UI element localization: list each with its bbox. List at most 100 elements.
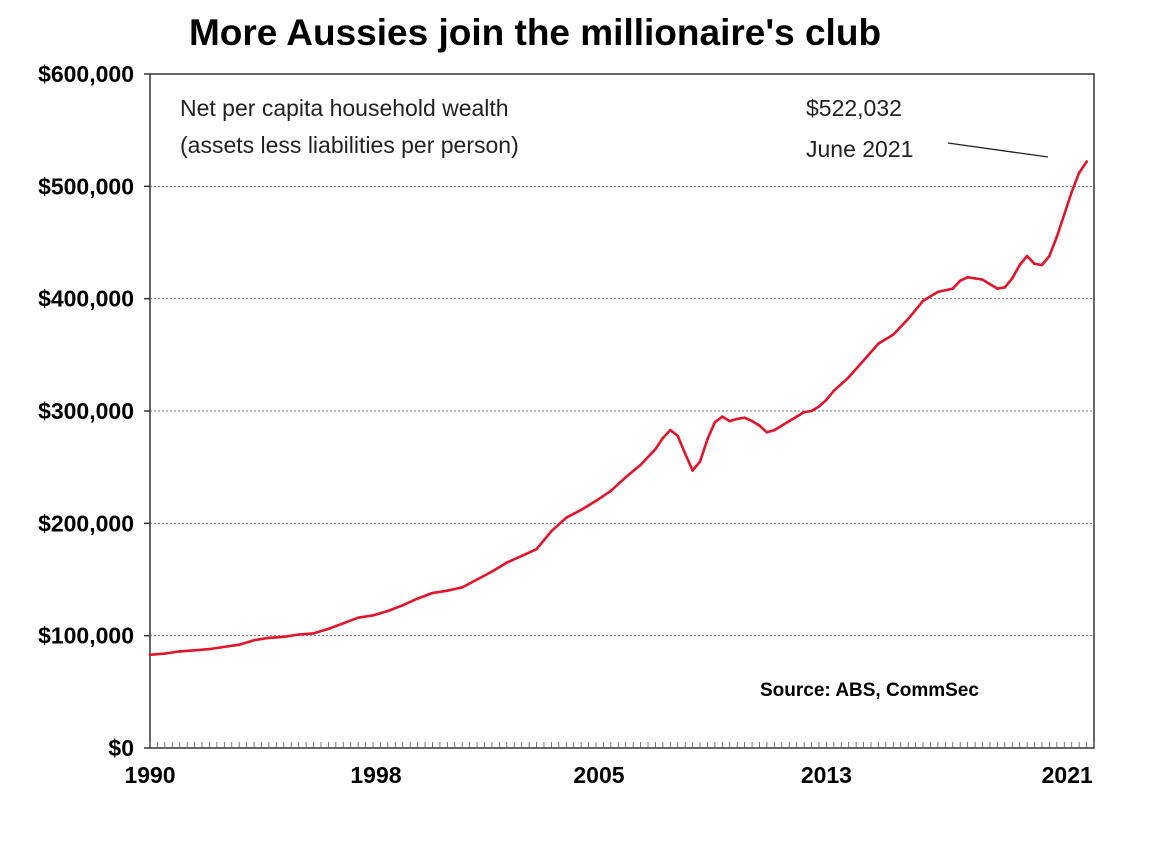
data-point <box>490 570 494 573</box>
data-point <box>208 647 211 651</box>
data-point <box>535 547 538 551</box>
data-point <box>706 437 709 441</box>
annotation-value: $522,032 <box>806 95 902 121</box>
data-point <box>825 398 828 402</box>
data-point <box>1055 235 1059 239</box>
data-point <box>877 342 880 345</box>
data-point <box>661 436 665 440</box>
data-point <box>698 460 702 463</box>
x-minor-ticks <box>149 742 1095 748</box>
y-tick-label-5: $500,000 <box>38 173 134 199</box>
y-axis: $0 $100,000 $200,000 $300,000 $400,000 $500,0… <box>38 61 150 761</box>
y-tick-label-2: $200,000 <box>38 510 134 536</box>
data-point <box>802 410 806 414</box>
data-point <box>267 636 271 640</box>
y-tick-label-6: $600,000 <box>38 61 134 87</box>
data-point <box>1025 254 1029 258</box>
data-point <box>1010 277 1014 280</box>
subtitle-line-2: (assets less liabilities per person) <box>180 132 519 158</box>
data-point <box>654 447 657 451</box>
data-point <box>237 643 241 646</box>
data-point <box>1063 213 1066 216</box>
data-point <box>579 508 583 512</box>
data-point <box>996 287 999 290</box>
data-point <box>446 589 449 592</box>
data-point <box>743 416 746 420</box>
data-point <box>832 389 836 393</box>
data-point <box>988 282 992 286</box>
annotation-leader-line <box>947 142 1049 158</box>
data-point <box>639 463 642 467</box>
data-point <box>252 638 256 642</box>
data-point <box>936 290 940 294</box>
source-note: Source: ABS, CommSec <box>760 680 979 701</box>
data-point <box>460 586 464 589</box>
data-point <box>765 431 769 434</box>
data-point <box>810 409 813 413</box>
data-point <box>981 278 984 281</box>
data-point <box>371 614 375 617</box>
series-line-net-wealth <box>148 160 1088 657</box>
data-point <box>297 633 301 636</box>
data-point <box>713 420 717 424</box>
data-point <box>1033 262 1036 266</box>
data-point <box>735 417 739 421</box>
data-point <box>676 434 679 438</box>
data-point <box>906 317 910 321</box>
data-point <box>193 649 196 652</box>
chart-title: More Aussies join the millionaire's club <box>188 12 882 53</box>
data-point <box>862 359 865 362</box>
data-point <box>847 376 850 379</box>
series-points <box>148 160 1088 657</box>
data-point <box>223 645 226 649</box>
data-point <box>1070 190 1073 194</box>
data-point <box>624 476 627 479</box>
data-point <box>892 333 895 336</box>
annotation-date: June 2021 <box>806 136 913 162</box>
x-tick-label-3: 2013 <box>801 762 852 788</box>
data-point <box>312 632 315 635</box>
data-point <box>386 609 390 613</box>
data-point <box>721 415 724 418</box>
subtitle-line-1: Net per capita household wealth <box>180 95 509 121</box>
data-point <box>758 424 761 427</box>
x-tick-label-0: 1990 <box>124 762 175 788</box>
x-tick-label-2: 2005 <box>573 762 624 788</box>
data-point <box>475 578 479 581</box>
data-point <box>669 428 672 432</box>
data-point <box>1003 286 1007 289</box>
data-point <box>1048 254 1051 258</box>
data-point <box>327 627 330 631</box>
data-point <box>795 415 798 418</box>
data-point <box>356 616 360 619</box>
x-tick-label-1: 1998 <box>350 762 401 788</box>
data-point <box>342 622 345 625</box>
data-point <box>401 604 405 607</box>
data-point <box>1077 171 1081 175</box>
y-tick-label-1: $100,000 <box>38 623 134 649</box>
data-point <box>728 419 732 423</box>
y-tick-label-4: $400,000 <box>38 286 134 312</box>
data-point <box>148 653 152 657</box>
data-point <box>691 469 694 472</box>
data-point <box>550 529 553 533</box>
data-point <box>966 276 969 279</box>
data-point <box>416 597 419 600</box>
data-point <box>282 635 286 639</box>
data-point <box>431 591 434 595</box>
data-point <box>921 299 925 303</box>
data-point <box>780 424 784 427</box>
x-axis: 1990 1998 2005 2013 2021 <box>124 762 1093 788</box>
data-point <box>594 499 598 503</box>
data-point <box>520 554 523 558</box>
data-point <box>163 652 167 655</box>
data-point <box>505 561 509 564</box>
x-tick-label-4: 2021 <box>1042 762 1093 788</box>
data-point <box>951 287 955 290</box>
gridlines <box>150 185 1094 637</box>
data-point <box>1085 160 1088 163</box>
data-point <box>817 405 821 408</box>
data-point <box>1018 263 1021 267</box>
data-point <box>787 419 791 423</box>
